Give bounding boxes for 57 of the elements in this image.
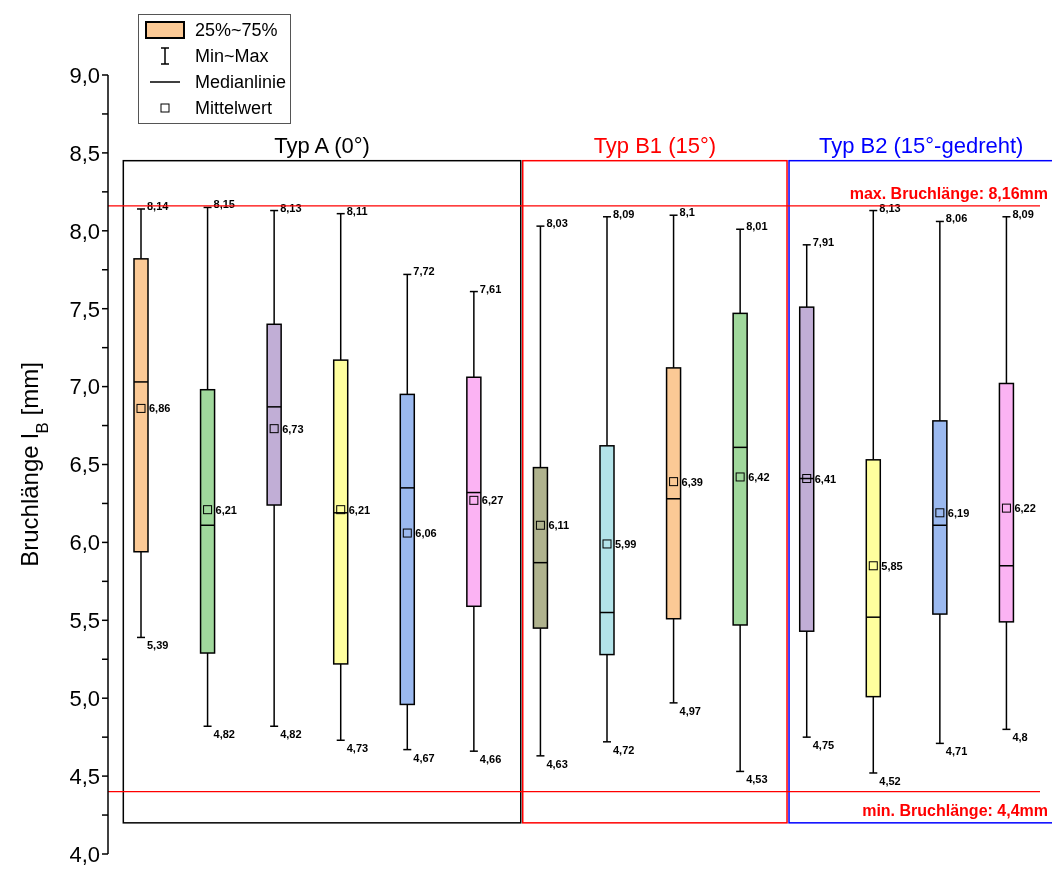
annotation: 4,82 (280, 728, 302, 741)
annotation: 6,06 (415, 527, 437, 540)
annotation: 7,91 (812, 235, 835, 248)
y-tick-label: 7,0 (69, 374, 100, 400)
annotation: 8,09 (613, 207, 635, 220)
annotation: 8,06 (945, 212, 968, 225)
annotation: 8,03 (546, 217, 568, 230)
annotation: 4,66 (479, 753, 502, 766)
annotation: 6,86 (149, 402, 171, 415)
y-tick-label: 4,5 (69, 763, 100, 789)
annotation: 8,01 (746, 220, 768, 233)
y-tick-label: 5,0 (69, 686, 100, 712)
annotation: Typ A (0°) (274, 132, 370, 158)
annotation: 4,67 (413, 751, 435, 764)
annotation: 5,39 (147, 639, 169, 652)
y-tick-label: 8,0 (69, 218, 100, 244)
annotation: 6,41 (814, 472, 837, 485)
annotation: 4,73 (346, 742, 369, 755)
annotation: 6,39 (681, 475, 703, 488)
y-tick-label: 5,5 (69, 608, 100, 634)
annotation: 4,8 (1012, 731, 1028, 744)
annotation: Mittelwert (195, 97, 273, 120)
annotation: 6,11 (548, 519, 570, 532)
y-tick-label: 9,0 (69, 62, 100, 88)
annotation: 6,21 (215, 503, 237, 516)
y-tick-label: 8,5 (69, 140, 100, 166)
annotation: Typ B1 (15°) (593, 132, 717, 158)
annotation: 8,1 (679, 206, 695, 219)
annotation: 4,82 (213, 728, 235, 741)
annotation: 7,61 (479, 282, 502, 295)
annotation: 4,53 (746, 773, 768, 786)
annotation: 4,71 (945, 745, 968, 758)
y-tick-label: 6,0 (69, 530, 100, 556)
annotation: 4,97 (679, 704, 701, 717)
annotation: 4,63 (546, 757, 568, 770)
annotation: 5,99 (615, 537, 637, 550)
annotation: 4,75 (812, 739, 835, 752)
legend-box: 25%~75% Min~Max Medianlinie Mittelwert (138, 14, 292, 124)
annotation: Typ B2 (15°-gedreht) (818, 132, 1024, 158)
annotation: 6,73 (282, 422, 304, 435)
y-tick-label: 4,0 (69, 841, 100, 867)
annotation: Medianlinie (195, 71, 287, 94)
annotation: 6,21 (348, 503, 371, 516)
ref-line-label: max. Bruchlänge: 8,16mm (849, 184, 1048, 202)
annotation: 7,72 (413, 265, 435, 278)
annotation: 6,27 (481, 494, 504, 507)
annotation: 8,09 (1012, 207, 1034, 220)
y-tick-label: 7,5 (69, 296, 100, 322)
y-tick-label: 6,5 (69, 452, 100, 478)
annotation: 4,52 (879, 774, 901, 787)
annotation: 6,19 (947, 506, 970, 519)
annotation: 8,11 (346, 204, 368, 217)
annotation: 6,22 (1014, 502, 1036, 515)
ref-line-label: min. Bruchlänge: 4,4mm (862, 801, 1048, 819)
annotation: 4,72 (613, 743, 635, 756)
annotation: 5,85 (881, 559, 903, 572)
annotation: 6,42 (748, 470, 770, 483)
